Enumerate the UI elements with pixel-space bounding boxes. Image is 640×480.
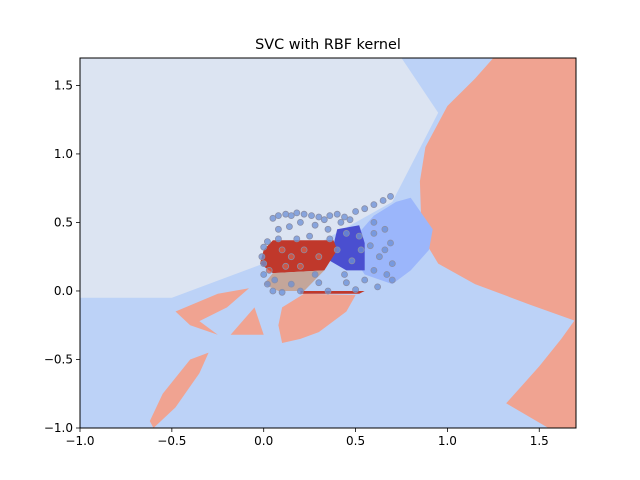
x-tick-label: −1.0 [65,434,94,448]
data-point [381,225,389,233]
data-point [352,286,360,294]
data-point [341,213,348,221]
data-point [269,214,277,222]
data-point [357,246,365,254]
x-tick-label: 0.0 [254,434,273,448]
data-point [370,229,378,237]
data-point [383,271,391,278]
data-point [282,210,290,218]
data-point [370,201,378,209]
decision-regions [80,58,576,428]
y-tick-label: 1.0 [54,147,73,161]
plot-area [80,58,576,428]
data-point [260,271,268,278]
data-point [366,242,374,250]
data-point [337,218,345,226]
y-tick-label: 0.0 [54,284,73,298]
decision-region-salmon-1 [419,58,576,322]
data-point [269,287,277,295]
data-point [300,246,308,254]
x-tick-label: 1.0 [438,434,457,448]
data-point [285,223,293,231]
data-point [342,229,350,237]
decision-region-salmon-5 [230,307,264,335]
data-point [326,235,334,243]
data-point [333,246,341,254]
data-point [370,266,378,274]
data-point [352,208,360,215]
data-point [287,212,295,220]
data-point [348,257,356,265]
data-point [388,260,396,268]
data-point [370,218,378,226]
data-point [293,235,301,243]
data-point [274,225,282,233]
data-point [263,238,271,246]
data-point [324,225,332,233]
data-point [315,213,323,221]
data-point [355,232,363,240]
data-point [263,280,271,288]
plot-frame [79,57,577,429]
x-axis: −1.0 −0.5 0.0 0.5 1.0 1.5 [65,428,549,448]
data-point [381,246,389,254]
y-tick-label: −1.0 [44,421,73,435]
data-point [388,276,396,284]
y-axis: −1.0 −0.5 0.0 0.5 1.0 1.5 [44,78,80,435]
data-point [296,287,304,295]
data-point [315,253,323,261]
y-tick-label: −0.5 [44,352,73,366]
data-point [260,260,268,268]
data-point [274,212,282,220]
data-point [361,276,369,284]
data-point [333,210,341,218]
data-point [387,192,394,200]
data-point [346,216,354,224]
decision-region-pale-0 [80,58,439,298]
decision-region-salmon-2 [506,318,576,428]
data-point [260,243,268,251]
data-point [274,235,282,243]
data-point [308,212,315,220]
data-point [278,246,286,254]
data-point [315,279,323,287]
data-point [374,283,382,291]
data-point [311,271,319,278]
x-tick-label: 1.5 [530,434,549,448]
decision-region-red-10 [300,291,365,294]
y-tick-label: 1.5 [54,78,73,92]
data-point [282,262,290,270]
data-point [375,253,383,261]
data-point [306,232,314,240]
scatter-points [258,192,396,296]
chart-title: SVC with RBF kernel [255,37,401,53]
decision-region-salmon-4 [175,288,249,335]
data-point [326,212,334,220]
data-point [341,271,348,278]
data-point [296,262,304,270]
data-point [324,287,332,295]
data-point [379,197,387,204]
x-tick-label: 0.5 [346,434,365,448]
data-point [342,279,350,287]
data-point [296,218,304,226]
data-point [271,276,279,284]
data-point [278,288,286,296]
data-point [320,216,328,224]
decision-region-tan-11 [263,270,325,291]
y-tick-label: 0.5 [54,215,73,229]
data-point [258,253,266,261]
decision-region-salmon-6 [278,293,356,343]
x-tick-label: −0.5 [157,434,186,448]
data-point [265,266,273,274]
decision-region-salmon-3 [149,352,209,428]
data-point [293,209,301,217]
data-point [287,280,295,288]
data-point [311,221,319,229]
data-point [300,210,308,218]
data-point [361,205,369,213]
data-point [387,239,394,247]
data-point [287,253,295,261]
